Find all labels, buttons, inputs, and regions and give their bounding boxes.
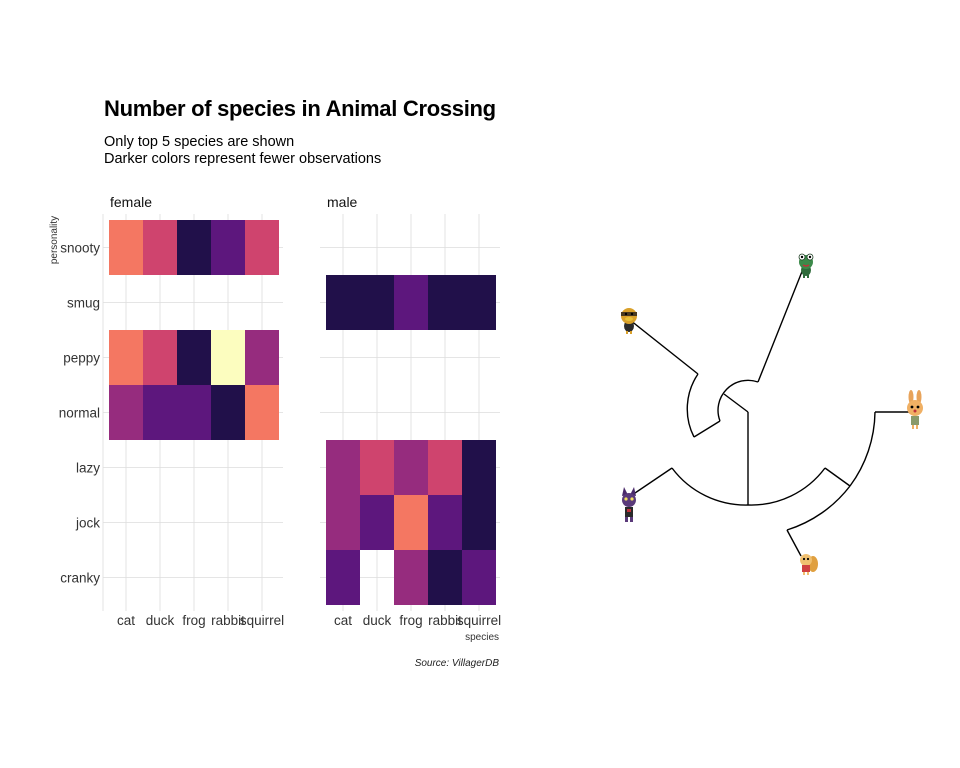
heatmap-cell-female-normal-cat <box>109 385 143 440</box>
cat-villager-icon <box>622 487 636 522</box>
heatmap-cell-female-snooty-duck <box>143 220 177 275</box>
x-axis-label: species <box>465 632 499 643</box>
heatmap-cell-male-lazy-frog <box>394 440 428 495</box>
heatmap-cell-male-cranky-squirrel <box>462 550 496 605</box>
heatmap-cell-female-normal-frog <box>177 385 211 440</box>
heatmap-cell-female-peppy-cat <box>109 330 143 385</box>
x-tick-label: squirrel <box>240 613 284 628</box>
heatmap-cell-male-cranky-rabbit <box>428 550 462 605</box>
y-tick-label: peppy <box>63 351 100 366</box>
chart-title: Number of species in Animal Crossing <box>104 96 496 121</box>
facet-label-male: male <box>327 194 358 210</box>
heatmap-cell-male-smug-cat <box>326 275 360 330</box>
rabbit-villager-icon <box>907 390 923 429</box>
heatmap-cell-male-smug-duck <box>360 275 394 330</box>
dendrogram-branch <box>693 420 721 438</box>
source-caption: Source: VillagerDB <box>415 658 500 669</box>
heatmap-cell-female-snooty-squirrel <box>245 220 279 275</box>
heatmap-cell-male-jock-rabbit <box>428 495 462 550</box>
y-axis-label: personality <box>49 216 60 264</box>
x-tick-label: rabbit <box>428 613 462 628</box>
heatmap-cell-male-lazy-cat <box>326 440 360 495</box>
chart-subtitle-line-2: Darker colors represent fewer observatio… <box>104 151 382 167</box>
dendrogram-branch <box>757 263 806 383</box>
heatmap-cell-female-snooty-frog <box>177 220 211 275</box>
dendrogram-branch <box>629 319 699 375</box>
heatmap-cell-male-smug-rabbit <box>428 275 462 330</box>
x-tick-label: cat <box>334 613 352 628</box>
x-tick-label: squirrel <box>457 613 501 628</box>
x-tick-label: rabbit <box>211 613 245 628</box>
heatmap-cell-male-smug-squirrel <box>462 275 496 330</box>
heatmap-cell-female-normal-squirrel <box>245 385 279 440</box>
y-tick-label: normal <box>59 406 100 421</box>
dendrogram-branch <box>824 467 851 487</box>
heatmap-cell-female-snooty-rabbit <box>211 220 245 275</box>
y-tick-label: snooty <box>60 241 100 256</box>
dendrogram-branch <box>849 411 876 487</box>
heatmap-cell-male-lazy-duck <box>360 440 394 495</box>
y-tick-label: smug <box>67 296 100 311</box>
frog-villager-icon <box>798 253 814 278</box>
heatmap-cell-male-lazy-rabbit <box>428 440 462 495</box>
x-tick-label: duck <box>363 613 392 628</box>
dendrogram-branch <box>671 467 826 506</box>
duck-villager-icon <box>621 308 637 334</box>
heatmap-cell-male-jock-cat <box>326 495 360 550</box>
heatmap-cell-male-jock-duck <box>360 495 394 550</box>
heatmap-cell-male-cranky-cat <box>326 550 360 605</box>
heatmap-cell-male-lazy-squirrel <box>462 440 496 495</box>
heatmap-cell-male-smug-frog <box>394 275 428 330</box>
x-tick-label: frog <box>182 613 205 628</box>
heatmap-cell-female-normal-duck <box>143 385 177 440</box>
x-tick-label: cat <box>117 613 135 628</box>
y-tick-label: lazy <box>76 461 100 476</box>
heatmap-cell-male-jock-squirrel <box>462 495 496 550</box>
squirrel-villager-icon <box>800 554 818 575</box>
dendrogram-branch <box>786 485 851 531</box>
dendrogram-branch <box>631 467 673 496</box>
heatmap-cell-female-snooty-cat <box>109 220 143 275</box>
heatmap-cell-female-peppy-duck <box>143 330 177 385</box>
x-tick-label: frog <box>399 613 422 628</box>
facet-label-female: female <box>110 194 152 210</box>
y-tick-label: jock <box>75 516 100 531</box>
heatmap-cell-female-peppy-rabbit <box>211 330 245 385</box>
y-tick-label: cranky <box>60 571 100 586</box>
chart-subtitle-line-1: Only top 5 species are shown <box>104 134 295 150</box>
species-dendrogram <box>629 263 912 557</box>
dendrogram-branch <box>686 373 699 438</box>
dendrogram-branch <box>717 379 759 422</box>
heatmap-cell-female-peppy-frog <box>177 330 211 385</box>
heatmap-cell-female-peppy-squirrel <box>245 330 279 385</box>
heatmap-cell-male-cranky-frog <box>394 550 428 605</box>
dendrogram-branch <box>723 393 749 413</box>
dendrogram-branch <box>786 529 802 557</box>
heatmap-cell-female-normal-rabbit <box>211 385 245 440</box>
x-tick-label: duck <box>146 613 175 628</box>
heatmap-cell-male-jock-frog <box>394 495 428 550</box>
